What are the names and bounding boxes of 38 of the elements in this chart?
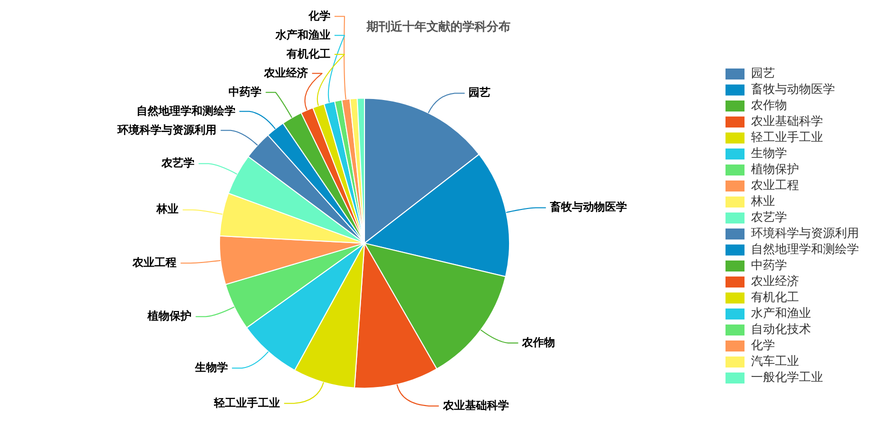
legend-label: 化学 <box>751 338 775 352</box>
slice-label: 生物学 <box>194 360 228 374</box>
legend-label: 畜牧与动物医学 <box>751 82 835 96</box>
legend-label: 水产和渔业 <box>751 306 811 320</box>
legend-label: 中药学 <box>751 258 787 272</box>
legend-label: 有机化工 <box>751 290 799 304</box>
legend-label: 农业经济 <box>751 274 799 288</box>
legend-label: 农艺学 <box>751 210 787 224</box>
slice-label: 中药学 <box>228 85 262 98</box>
text: 期刊近十年文献的学科分布 <box>366 19 510 34</box>
slice-label: 植物保护 <box>146 310 192 323</box>
slice-label: 轻工业手工业 <box>213 396 280 410</box>
legend-label: 植物保护 <box>751 162 799 176</box>
slice-label: 农业经济 <box>263 66 308 80</box>
slice-label: 环境科学与资源利用 <box>116 123 217 136</box>
legend-label: 自动化技术 <box>751 322 811 336</box>
slice-label: 农业工程 <box>132 256 177 269</box>
slice-label: 林业 <box>156 202 179 216</box>
slice-label: 畜牧与动物医学 <box>548 200 627 214</box>
slice-label: 化学 <box>308 9 330 22</box>
legend-label: 农业工程 <box>751 178 799 192</box>
slice-label: 有机化工 <box>286 47 330 60</box>
legend-label: 一般化学工业 <box>751 370 823 384</box>
legend-label: 环境科学与资源利用 <box>751 226 859 240</box>
legend-label: 林业 <box>750 194 775 208</box>
legend-label: 自然地理学和测绘学 <box>751 242 859 256</box>
legend-label: 汽车工业 <box>751 354 799 368</box>
legend-label: 农业基础科学 <box>751 114 823 128</box>
slice-label: 农业基础科学 <box>442 398 509 412</box>
legend-label: 生物学 <box>751 146 787 160</box>
legend-label: 园艺 <box>751 66 775 80</box>
slice-label: 园艺 <box>468 86 491 100</box>
slice-label: 农艺学 <box>160 156 195 170</box>
slice-label: 农作物 <box>521 336 556 349</box>
slice-label: 水产和渔业 <box>274 28 330 42</box>
legend-label: 农作物 <box>751 98 787 112</box>
slice-label: 自然地理学和测绘学 <box>136 104 236 118</box>
legend-label: 轻工业手工业 <box>751 130 823 144</box>
